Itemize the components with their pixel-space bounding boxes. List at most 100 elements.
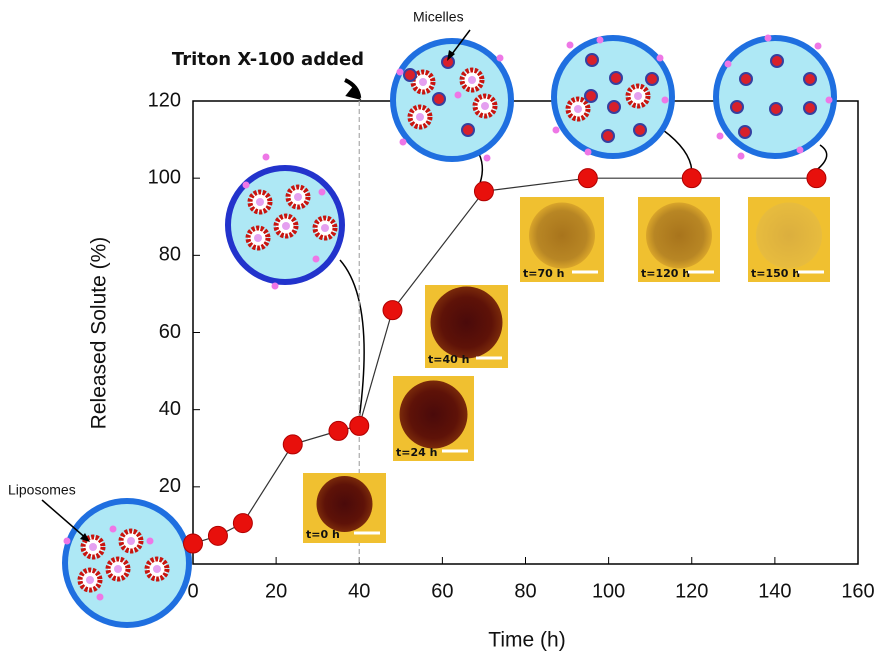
micelle [462,124,474,136]
liposome-core [416,113,424,121]
solute [110,526,117,533]
data-point [283,435,302,454]
solute [147,538,154,545]
solute [313,256,320,263]
connector [340,260,364,418]
solute [455,92,462,99]
liposome-core [634,92,642,100]
liposome-core [127,537,135,545]
inset-drop [317,476,373,532]
y-tick-label: 120 [148,89,181,111]
liposome-core [282,222,290,230]
micelle [404,69,416,81]
y-tick-label: 20 [159,475,181,497]
data-point [682,169,701,188]
micelle [731,101,743,113]
liposome-core [294,193,302,201]
x-tick-label: 0 [187,580,198,602]
solute [662,97,669,104]
micelle [646,73,658,85]
y-tick-label: 60 [159,321,181,343]
micelle [433,93,445,105]
micelle [804,102,816,114]
micelle [585,90,597,102]
liposome-core [256,198,264,206]
solute [765,35,772,42]
inset-label: t=120 h [641,267,690,280]
liposome-core [114,565,122,573]
data-point [807,169,826,188]
solute [597,37,604,44]
x-tick-label: 60 [431,580,453,602]
y-axis-title: Released Solute (%) [88,237,111,430]
x-tick-label: 100 [592,580,625,602]
data-point [383,301,402,320]
connector [816,145,826,170]
solute [717,133,724,140]
x-tick-label: 20 [265,580,287,602]
liposome-core [153,565,161,573]
solute [553,127,560,134]
chart: Time (h) Released Solute (%) 0 20 40 60 80 10… [0,0,893,655]
inset-drop [646,203,712,269]
x-axis-title: Time (h) [488,629,565,652]
x-tick-label: 120 [675,580,708,602]
solute [263,154,270,161]
liposomes-label: Liposomes [8,482,76,498]
solute [397,69,404,76]
micelle [586,54,598,66]
x-tick-label: 160 [841,580,874,602]
data-point [233,514,252,533]
x-tick-label: 140 [758,580,791,602]
data-point [474,182,493,201]
solute [585,149,592,156]
data-point [208,526,227,545]
liposome-core [321,224,329,232]
liposome-core [86,576,94,584]
micelle [740,73,752,85]
micelle [739,126,751,138]
y-tick-label: 40 [159,398,181,420]
liposome-core [419,78,427,86]
y-tick-label: 100 [148,166,181,188]
solute [657,55,664,62]
solute [826,97,833,104]
x-tick-label: 40 [348,580,370,602]
solute [484,155,491,162]
inset-drop [529,203,595,269]
micelle [602,130,614,142]
data-point [350,416,369,435]
micelle [771,55,783,67]
solute [738,153,745,160]
data-point [184,534,203,553]
inset-label: t=70 h [523,267,564,280]
liposome-core [481,102,489,110]
inset-label: t=150 h [751,267,800,280]
liposome-core [574,105,582,113]
solute [797,147,804,154]
micelle [634,124,646,136]
solute [497,55,504,62]
inset-drop [400,381,468,449]
liposome-core [468,76,476,84]
micelles-label: Micelles [413,9,464,25]
inset-label: t=0 h [306,528,340,541]
event-label: Triton X-100 added [172,49,364,70]
liposome-core [89,543,97,551]
data-point [578,169,597,188]
solute [567,42,574,49]
inset-label: t=24 h [396,446,437,459]
solute [243,182,250,189]
solute [400,139,407,146]
solute [64,538,71,545]
solute [319,189,326,196]
liposome-core [254,234,262,242]
connector [663,130,692,170]
micelle [608,101,620,113]
solute [272,283,279,290]
inset-drop [756,203,822,269]
inset-label: t=40 h [428,353,469,366]
y-tick-label: 80 [159,244,181,266]
x-tick-label: 80 [514,580,536,602]
data-point [329,421,348,440]
